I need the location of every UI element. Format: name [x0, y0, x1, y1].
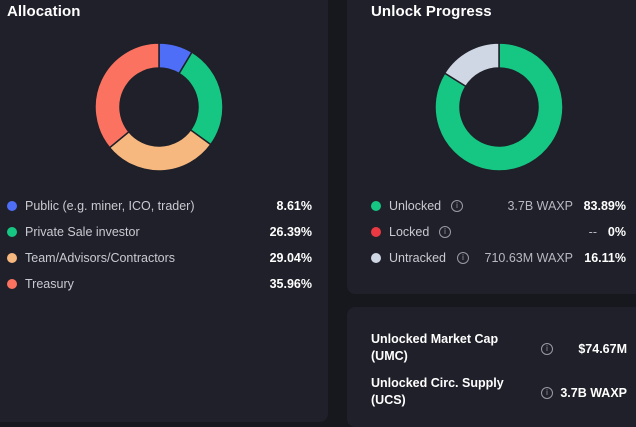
legend-dot — [7, 279, 17, 289]
unlock-progress-donut-chart — [434, 42, 564, 172]
legend-percent: 0% — [607, 225, 626, 239]
legend-dot — [371, 253, 381, 263]
allocation-donut-chart — [94, 42, 224, 172]
legend-label: Untracked — [389, 251, 446, 265]
allocation-slice-3[interactable] — [94, 42, 160, 149]
metric-label-line1: Unlocked Market Cap — [371, 332, 499, 346]
legend-percent: 8.61% — [276, 199, 312, 213]
metric-label-line2: (UMC) — [371, 349, 408, 363]
unlock-progress-title: Unlock Progress — [371, 3, 492, 20]
legend-percent: 26.39% — [269, 225, 312, 239]
legend-label: Private Sale investor — [25, 225, 140, 239]
legend-label: Unlocked — [389, 199, 442, 213]
legend-dot — [7, 227, 17, 237]
legend-amount: 710.63M WAXP — [484, 251, 573, 265]
unlock-slice-0[interactable] — [434, 42, 564, 172]
legend-amount: 3.7B WAXP — [507, 199, 573, 213]
legend-amount: -- — [588, 225, 597, 239]
legend-label: Treasury — [25, 277, 74, 291]
legend-percent: 16.11% — [584, 251, 626, 265]
legend-item-untracked[interactable]: Untracked i 710.63M WAXP 16.11% — [371, 249, 626, 267]
legend-item-treasury[interactable]: Treasury 35.96% — [7, 275, 312, 293]
legend-item-team[interactable]: Team/Advisors/Contractors 29.04% — [7, 249, 312, 267]
legend-item-locked[interactable]: Locked i -- 0% — [371, 223, 626, 241]
info-icon[interactable]: i — [541, 343, 553, 355]
metric-label: Unlocked Circ. Supply (UCS) — [371, 375, 504, 409]
legend-label: Public (e.g. miner, ICO, trader) — [25, 199, 195, 213]
unlocked-metrics-panel — [347, 307, 636, 427]
legend-item-private-sale[interactable]: Private Sale investor 26.39% — [7, 223, 312, 241]
legend-label: Locked — [389, 225, 430, 239]
allocation-panel — [0, 0, 328, 422]
allocation-slice-1[interactable] — [178, 51, 224, 146]
info-icon[interactable]: i — [451, 200, 463, 212]
allocation-title: Allocation — [7, 3, 81, 20]
info-icon[interactable]: i — [439, 226, 451, 238]
metric-value: $74.67M — [578, 342, 627, 356]
metric-label-line1: Unlocked Circ. Supply — [371, 376, 504, 390]
unlock-slice-2[interactable] — [443, 42, 500, 88]
info-icon[interactable]: i — [541, 387, 553, 399]
legend-percent: 29.04% — [269, 251, 312, 265]
info-icon[interactable]: i — [457, 252, 469, 264]
metric-value: 3.7B WAXP — [560, 386, 627, 400]
legend-dot — [7, 201, 17, 211]
metric-label: Unlocked Market Cap (UMC) — [371, 331, 498, 365]
legend-percent: 35.96% — [269, 277, 312, 291]
legend-item-unlocked[interactable]: Unlocked i 3.7B WAXP 83.89% — [371, 197, 626, 215]
legend-dot — [371, 227, 381, 237]
legend-dot — [7, 253, 17, 263]
legend-label: Team/Advisors/Contractors — [25, 251, 176, 265]
legend-percent: 83.89% — [583, 199, 626, 213]
metric-label-line2: (UCS) — [371, 393, 406, 407]
legend-dot — [371, 201, 381, 211]
legend-item-public[interactable]: Public (e.g. miner, ICO, trader) 8.61% — [7, 197, 312, 215]
